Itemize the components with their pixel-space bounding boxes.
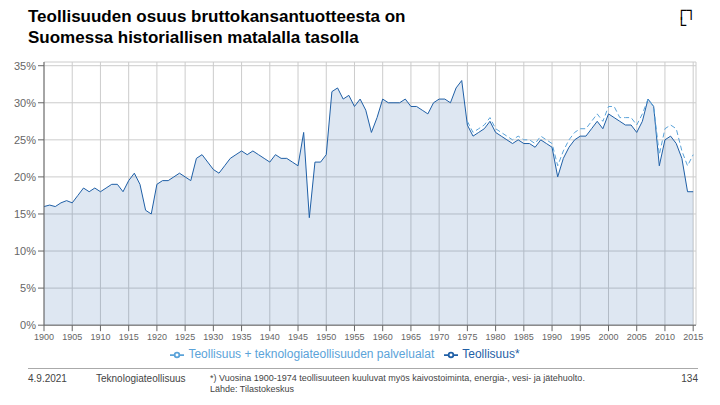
svg-text:35%: 35% bbox=[14, 60, 36, 72]
svg-text:1960: 1960 bbox=[373, 332, 393, 342]
svg-text:1900: 1900 bbox=[34, 332, 54, 342]
svg-text:1975: 1975 bbox=[457, 332, 477, 342]
html-text:Teollisuuden osuus bruttokansa: Teollisuuden osuus bruttokansantuotteest… bbox=[28, 7, 406, 26]
svg-text:1950: 1950 bbox=[316, 332, 336, 342]
svg-text:2005: 2005 bbox=[627, 332, 647, 342]
svg-text:1990: 1990 bbox=[542, 332, 562, 342]
svg-text:30%: 30% bbox=[14, 97, 36, 109]
svg-text:1915: 1915 bbox=[119, 332, 139, 342]
html-text:4.9.2021: 4.9.2021 bbox=[28, 373, 67, 384]
svg-text:2015: 2015 bbox=[683, 332, 703, 342]
svg-text:1910: 1910 bbox=[90, 332, 110, 342]
svg-text:1930: 1930 bbox=[203, 332, 223, 342]
svg-text:1985: 1985 bbox=[514, 332, 534, 342]
svg-text:25%: 25% bbox=[14, 134, 36, 146]
svg-text:15%: 15% bbox=[14, 208, 36, 220]
svg-text:1945: 1945 bbox=[288, 332, 308, 342]
svg-text:1995: 1995 bbox=[570, 332, 590, 342]
svg-text:1905: 1905 bbox=[62, 332, 82, 342]
html-text:Teollisuus*: Teollisuus* bbox=[462, 347, 520, 362]
svg-text:1925: 1925 bbox=[175, 332, 195, 342]
svg-text:20%: 20% bbox=[14, 171, 36, 183]
svg-text:1970: 1970 bbox=[429, 332, 449, 342]
svg-text:5%: 5% bbox=[20, 282, 36, 294]
svg-text:2010: 2010 bbox=[655, 332, 675, 342]
html-text:*) Vuosina 1900-1974 teollisuu: *) Vuosina 1900-1974 teollisuuteen kuulu… bbox=[210, 373, 585, 394]
html-text:Suomessa historiallisen matala: Suomessa historiallisen matalalla tasoll… bbox=[28, 28, 359, 47]
html-text:134: 134 bbox=[681, 373, 698, 384]
svg-text:1980: 1980 bbox=[486, 332, 506, 342]
svg-text:1920: 1920 bbox=[147, 332, 167, 342]
svg-text:1955: 1955 bbox=[344, 332, 364, 342]
svg-text:2000: 2000 bbox=[598, 332, 618, 342]
html-text:Teollisuus + teknologiateollis: Teollisuus + teknologiateollisuuden palv… bbox=[188, 347, 435, 362]
svg-text:0%: 0% bbox=[20, 319, 36, 331]
html-text:Teknologiateollisuus: Teknologiateollisuus bbox=[96, 373, 186, 384]
svg-text:10%: 10% bbox=[14, 245, 36, 257]
svg-text:1940: 1940 bbox=[260, 332, 280, 342]
svg-text:1935: 1935 bbox=[232, 332, 252, 342]
svg-text:1965: 1965 bbox=[401, 332, 421, 342]
